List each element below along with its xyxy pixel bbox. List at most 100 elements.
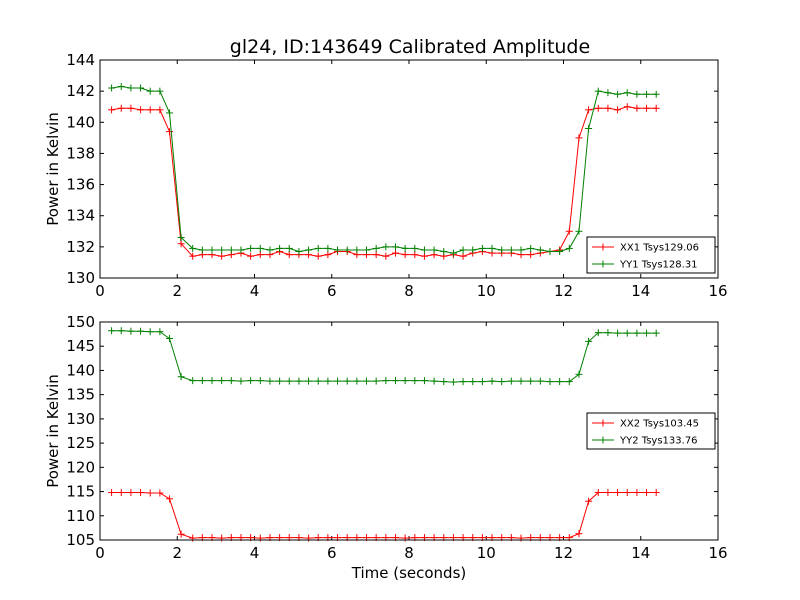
x-tick-label: 14 xyxy=(631,282,650,300)
x-tick-label: 12 xyxy=(554,282,573,300)
y-tick-label: 130 xyxy=(66,410,95,428)
data-point xyxy=(218,377,226,385)
data-point xyxy=(343,377,351,385)
y-tick-label: 138 xyxy=(66,144,95,162)
data-point xyxy=(218,252,226,260)
data-point xyxy=(585,497,593,505)
data-point xyxy=(382,243,390,251)
data-point xyxy=(166,109,174,117)
data-point xyxy=(156,489,164,497)
data-point xyxy=(585,106,593,114)
data-point xyxy=(633,329,641,337)
data-point xyxy=(166,128,174,136)
data-point xyxy=(363,246,371,254)
data-point xyxy=(469,378,477,386)
data-point xyxy=(411,244,419,252)
data-point xyxy=(643,329,651,337)
data-point xyxy=(227,246,235,254)
data-point xyxy=(117,327,125,335)
data-point xyxy=(623,329,631,337)
data-point xyxy=(643,90,651,98)
data-point xyxy=(575,227,583,235)
data-point xyxy=(382,252,390,260)
legend-entry: YY1 Tsys128.31 xyxy=(592,260,698,271)
data-point xyxy=(343,246,351,254)
data-point xyxy=(353,246,361,254)
data-point xyxy=(459,378,467,386)
data-point xyxy=(459,246,467,254)
legend-label: XX1 Tsys129.06 xyxy=(620,243,699,254)
x-tick-label: 2 xyxy=(172,282,182,300)
data-point xyxy=(623,489,631,497)
y-axis-label: Power in Kelvin xyxy=(44,374,62,488)
data-point xyxy=(237,377,245,385)
data-point xyxy=(276,377,284,385)
data-point xyxy=(314,244,322,252)
plot-frame xyxy=(99,321,719,541)
data-point xyxy=(459,252,467,260)
data-point xyxy=(517,377,525,385)
y-tick-label: 142 xyxy=(66,82,95,100)
data-point xyxy=(546,248,554,256)
data-point xyxy=(108,489,116,497)
data-point xyxy=(324,251,332,259)
data-point xyxy=(146,106,154,114)
data-point xyxy=(127,84,135,92)
data-point xyxy=(498,246,506,254)
data-point xyxy=(177,240,185,248)
data-point xyxy=(401,251,409,259)
data-point xyxy=(247,252,255,260)
data-point xyxy=(391,377,399,385)
data-point xyxy=(166,334,174,342)
x-tick-label: 4 xyxy=(250,282,260,300)
y-tick-label: 140 xyxy=(66,361,95,379)
top-plot: 0 2 4 6 8 10 12 14 16 130 132 134 136 138 140 142 144 Pow… xyxy=(44,51,728,300)
data-point xyxy=(285,377,293,385)
data-point xyxy=(536,377,544,385)
data-point xyxy=(652,489,660,497)
legend-entry: YY2 Tsys133.76 xyxy=(592,436,698,447)
data-point xyxy=(156,328,164,336)
data-point xyxy=(334,377,342,385)
data-point xyxy=(314,377,322,385)
data-point xyxy=(137,489,145,497)
legend-box xyxy=(586,236,716,274)
data-point xyxy=(266,246,274,254)
data-point xyxy=(604,89,612,97)
data-point xyxy=(652,90,660,98)
data-point xyxy=(527,377,535,385)
data-point xyxy=(565,227,573,235)
x-tick-label: 0 xyxy=(95,544,105,562)
data-point xyxy=(604,489,612,497)
data-point xyxy=(420,252,428,260)
y-tick-label: 140 xyxy=(66,113,95,131)
series-1 xyxy=(108,103,660,260)
y-tick-label: 150 xyxy=(66,313,95,331)
x-tick-label: 16 xyxy=(708,544,727,562)
data-point xyxy=(546,378,554,386)
data-point xyxy=(575,370,583,378)
data-point xyxy=(633,489,641,497)
data-point xyxy=(391,243,399,251)
data-point xyxy=(565,378,573,386)
data-point xyxy=(314,252,322,260)
data-point xyxy=(146,87,154,95)
y-tick-label: 110 xyxy=(66,507,95,525)
x-tick-label: 10 xyxy=(477,544,496,562)
x-tick-label: 2 xyxy=(172,544,182,562)
data-point xyxy=(382,377,390,385)
x-tick-label: 6 xyxy=(327,282,337,300)
data-point xyxy=(556,378,564,386)
data-point xyxy=(166,495,174,503)
data-point xyxy=(334,246,342,254)
legend-box xyxy=(586,412,716,450)
x-tick-label: 8 xyxy=(404,282,414,300)
data-point xyxy=(575,530,583,538)
data-point xyxy=(585,125,593,133)
data-point xyxy=(536,246,544,254)
data-point xyxy=(440,378,448,386)
x-tick-label: 8 xyxy=(404,544,414,562)
data-point xyxy=(146,489,154,497)
data-point xyxy=(488,377,496,385)
data-point xyxy=(363,377,371,385)
